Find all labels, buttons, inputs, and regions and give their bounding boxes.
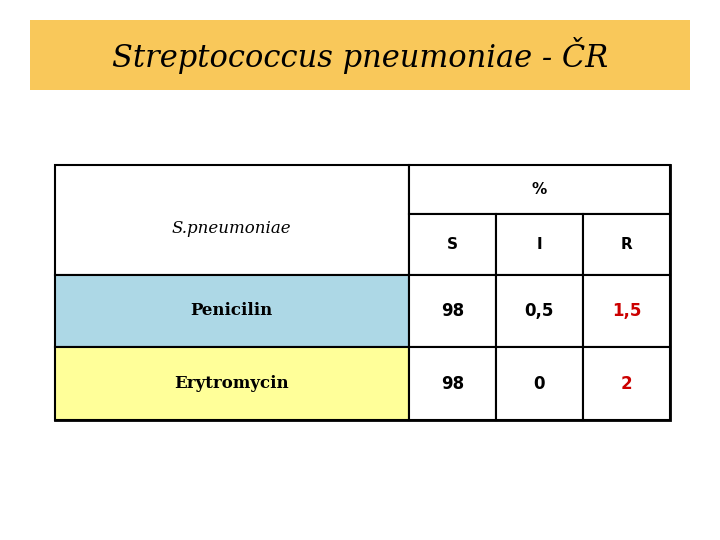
- Text: 1,5: 1,5: [612, 302, 641, 320]
- Text: Erytromycin: Erytromycin: [174, 375, 289, 392]
- Text: S.pneumoniae: S.pneumoniae: [172, 220, 292, 237]
- Text: 98: 98: [441, 302, 464, 320]
- Text: Streptococcus pneumoniae - ČR: Streptococcus pneumoniae - ČR: [112, 37, 608, 73]
- Text: R: R: [621, 237, 632, 252]
- Text: 2: 2: [621, 375, 632, 393]
- Text: 0,5: 0,5: [525, 302, 554, 320]
- Text: 98: 98: [441, 375, 464, 393]
- Text: 0: 0: [534, 375, 545, 393]
- Text: %: %: [531, 182, 547, 197]
- Text: Penicilin: Penicilin: [191, 302, 273, 320]
- Text: I: I: [536, 237, 542, 252]
- Text: S: S: [446, 237, 458, 252]
